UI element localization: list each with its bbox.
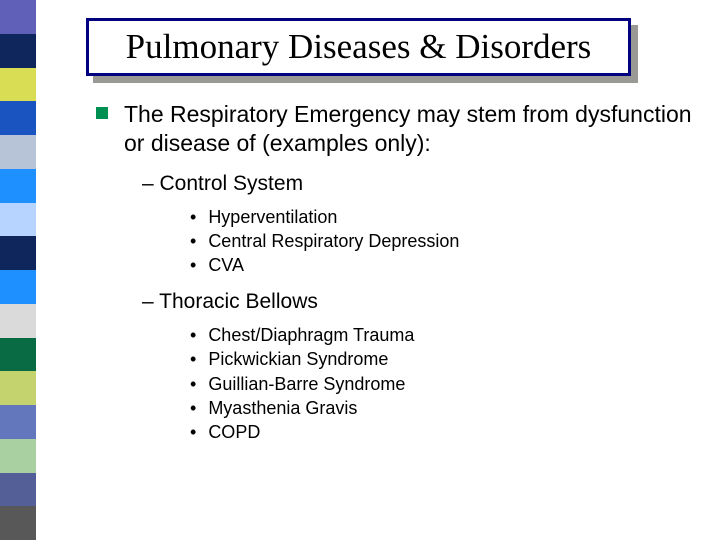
dot-bullet-icon: • — [190, 396, 196, 420]
sidebar-block — [0, 135, 36, 169]
sidebar-block — [0, 338, 36, 372]
sidebar-block — [0, 203, 36, 237]
item-text: Myasthenia Gravis — [208, 396, 357, 420]
item-text: COPD — [208, 420, 260, 444]
sidebar-block — [0, 101, 36, 135]
section-heading: – Thoracic Bellows — [142, 290, 318, 313]
list-item: • Chest/Diaphragm Trauma — [190, 323, 696, 347]
level3-group: • Chest/Diaphragm Trauma • Pickwickian Syn… — [190, 323, 696, 444]
body-text: The Respiratory Emergency may stem from … — [96, 100, 696, 454]
sidebar-block — [0, 270, 36, 304]
sidebar-block — [0, 0, 36, 34]
sidebar-block — [0, 405, 36, 439]
item-text: Chest/Diaphragm Trauma — [208, 323, 414, 347]
list-item: • Hyperventilation — [190, 205, 696, 229]
title-box: Pulmonary Diseases & Disorders — [86, 18, 631, 76]
list-item: • Central Respiratory Depression — [190, 229, 696, 253]
sidebar-block — [0, 371, 36, 405]
sidebar-block — [0, 34, 36, 68]
dot-bullet-icon: • — [190, 205, 196, 229]
list-item: • Guillian-Barre Syndrome — [190, 372, 696, 396]
dot-bullet-icon: • — [190, 323, 196, 347]
dot-bullet-icon: • — [190, 372, 196, 396]
item-text: Pickwickian Syndrome — [208, 347, 388, 371]
list-item: • Myasthenia Gravis — [190, 396, 696, 420]
title-container: Pulmonary Diseases & Disorders — [86, 18, 631, 76]
slide-title: Pulmonary Diseases & Disorders — [126, 27, 592, 67]
sidebar-block — [0, 169, 36, 203]
sidebar-block — [0, 304, 36, 338]
item-text: Central Respiratory Depression — [208, 229, 459, 253]
square-bullet-icon — [96, 107, 108, 119]
bullet-level2: – Thoracic Bellows — [142, 288, 696, 315]
sidebar-block — [0, 506, 36, 540]
list-item: • COPD — [190, 420, 696, 444]
list-item: • CVA — [190, 253, 696, 277]
sidebar-stripe — [0, 0, 36, 540]
level3-group: • Hyperventilation • Central Respiratory D… — [190, 205, 696, 278]
bullet-level1: The Respiratory Emergency may stem from … — [96, 100, 696, 158]
intro-text: The Respiratory Emergency may stem from … — [124, 100, 696, 158]
sidebar-block — [0, 473, 36, 507]
sidebar-block — [0, 236, 36, 270]
dot-bullet-icon: • — [190, 253, 196, 277]
dot-bullet-icon: • — [190, 420, 196, 444]
list-item: • Pickwickian Syndrome — [190, 347, 696, 371]
sidebar-block — [0, 439, 36, 473]
item-text: Hyperventilation — [208, 205, 337, 229]
bullet-level2: – Control System — [142, 170, 696, 197]
dot-bullet-icon: • — [190, 347, 196, 371]
dot-bullet-icon: • — [190, 229, 196, 253]
item-text: CVA — [208, 253, 244, 277]
sidebar-block — [0, 68, 36, 102]
slide-content: Pulmonary Diseases & Disorders The Respi… — [36, 0, 720, 540]
item-text: Guillian-Barre Syndrome — [208, 372, 405, 396]
section-heading: – Control System — [142, 172, 303, 195]
